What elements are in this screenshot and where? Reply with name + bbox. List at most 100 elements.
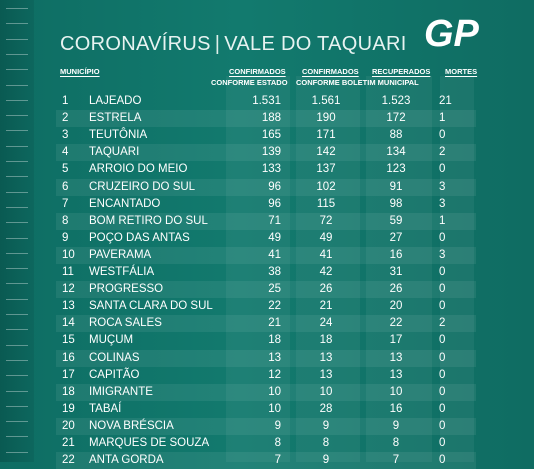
recuperados-value: 88 (389, 129, 403, 142)
row-number: 1 (62, 95, 69, 107)
confirmados-municipal-value: 1.561 (311, 95, 341, 107)
confirmados-municipal-value: 72 (319, 214, 333, 227)
mortes-value: 3 (439, 180, 446, 193)
confirmados-municipal-value: 26 (319, 283, 333, 296)
confirmados-municipal-value: 18 (319, 334, 333, 347)
recuperados-value: 98 (389, 197, 403, 210)
recuperados-value: 20 (389, 300, 403, 313)
row-number: 12 (62, 283, 75, 296)
confirmados-municipal-value: 190 (316, 112, 336, 125)
row-number: 19 (62, 402, 75, 415)
row-number: 3 (62, 129, 69, 142)
table-row: 4 TAQUARI 139 142 134 2 (56, 144, 476, 162)
title-part2: VALE DO TAQUARI (224, 33, 407, 55)
header-recuperados: RECUPERADOS (372, 67, 431, 76)
bar-tick (6, 222, 28, 224)
confirmados-municipal-value: 137 (316, 163, 336, 176)
mortes-value: 0 (439, 402, 446, 415)
confirmados-value: 41 (268, 248, 281, 261)
row-number: 16 (62, 351, 75, 364)
title-part1: CORONAVÍRUS (60, 33, 211, 55)
table-row: 7 ENCANTADO 96 115 98 3 (56, 196, 476, 213)
bar-tick (6, 99, 28, 101)
table-row: 15 MUÇUM 18 18 17 0 (56, 332, 476, 349)
bar-tick (6, 161, 28, 162)
row-number: 8 (62, 214, 69, 227)
table-row: 9 POÇO DAS ANTAS 49 49 27 0 (56, 230, 476, 247)
municipio-name: ENCANTADO (89, 197, 161, 210)
row-number: 20 (62, 419, 75, 432)
recuperados-value: 10 (389, 385, 403, 398)
confirmados-value: 71 (268, 214, 281, 227)
bar-tick (6, 390, 28, 392)
confirmados-value: 10 (268, 385, 281, 398)
mortes-value: 0 (439, 454, 446, 467)
row-number: 22 (62, 454, 75, 467)
municipio-name: POÇO DAS ANTAS (89, 231, 190, 244)
header-mortes: MORTES (445, 67, 478, 76)
confirmados-municipal-value: 41 (319, 248, 333, 261)
mortes-value: 3 (439, 248, 446, 261)
bar-tick (6, 344, 28, 346)
mortes-value: 0 (439, 266, 446, 278)
row-number: 15 (62, 334, 75, 347)
left-decorative-bar (0, 0, 34, 462)
row-number: 14 (62, 317, 75, 330)
table-row: 20 NOVA BRÉSCIA 9 9 9 0 (56, 417, 476, 435)
recuperados-value: 16 (389, 402, 403, 415)
bar-tick (6, 268, 28, 270)
recuperados-value: 9 (392, 419, 400, 432)
municipio-name: COLINAS (89, 351, 140, 364)
bar-tick (6, 115, 28, 117)
recuperados-value: 31 (389, 266, 403, 278)
row-number: 5 (62, 163, 69, 176)
confirmados-value: 49 (268, 231, 281, 244)
table-row: 11 WESTFÁLIA 38 42 31 0 (56, 264, 476, 281)
confirmados-column-bg (226, 76, 290, 462)
recuperados-value: 16 (389, 248, 403, 261)
confirmados-municipal-value: 171 (316, 129, 336, 142)
bar-tick (6, 145, 28, 147)
table-row: 2 ESTRELA 188 190 172 1 (56, 110, 476, 128)
table-row: 13 SANTA CLARA DO SUL 22 21 20 0 (56, 298, 476, 315)
municipio-name: WESTFÁLIA (89, 266, 155, 278)
confirmados-value: 22 (268, 300, 281, 313)
page-title: CORONAVÍRUS | VALE DO TAQUARI (60, 33, 407, 56)
municipio-name: ESTRELA (89, 112, 142, 125)
confirmados-value: 7 (274, 454, 281, 467)
mortes-value: 1 (439, 112, 446, 125)
confirmados-municipal-value: 10 (319, 385, 333, 398)
recuperados-value: 172 (386, 112, 406, 125)
header-confirmados-sub: CONFORME ESTADO (211, 78, 288, 87)
municipio-name: TEUTÔNIA (89, 129, 148, 142)
bar-tick (6, 421, 28, 423)
row-number: 9 (62, 231, 69, 244)
mortes-value: 0 (439, 437, 446, 449)
row-number: 10 (62, 248, 75, 261)
mortes-value: 2 (439, 146, 446, 159)
confirmados-municipal-value: 13 (319, 368, 333, 381)
recuperados-value: 22 (389, 317, 403, 330)
recuperados-value: 134 (386, 146, 406, 159)
confirmados-municipal-value: 21 (319, 300, 333, 313)
mortes-value: 0 (439, 368, 446, 381)
bar-tick (6, 206, 28, 208)
confirmados-value: 139 (261, 146, 281, 159)
confirmados-value: 96 (268, 180, 281, 193)
bar-tick (6, 451, 28, 453)
confirmados-value: 96 (268, 197, 281, 210)
confirmados-municipal-value: 24 (319, 317, 333, 330)
confirmados-municipal-value: 13 (319, 351, 333, 364)
recuperados-value: 8 (392, 437, 400, 449)
recuperados-value: 1.523 (381, 95, 411, 107)
mortes-value: 0 (439, 231, 446, 244)
recuperados-value: 13 (389, 351, 403, 364)
table-row: 8 BOM RETIRO DO SUL 71 72 59 1 (56, 212, 476, 230)
municipio-name: NOVA BRÉSCIA (89, 419, 174, 432)
recuperados-value: 26 (389, 283, 403, 296)
table-row: 5 ARROIO DO MEIO 133 137 123 0 (56, 161, 476, 178)
municipio-name: BOM RETIRO DO SUL (89, 214, 208, 227)
row-number: 11 (62, 266, 74, 278)
bar-tick (6, 176, 28, 178)
mortes-value: 0 (439, 334, 446, 347)
